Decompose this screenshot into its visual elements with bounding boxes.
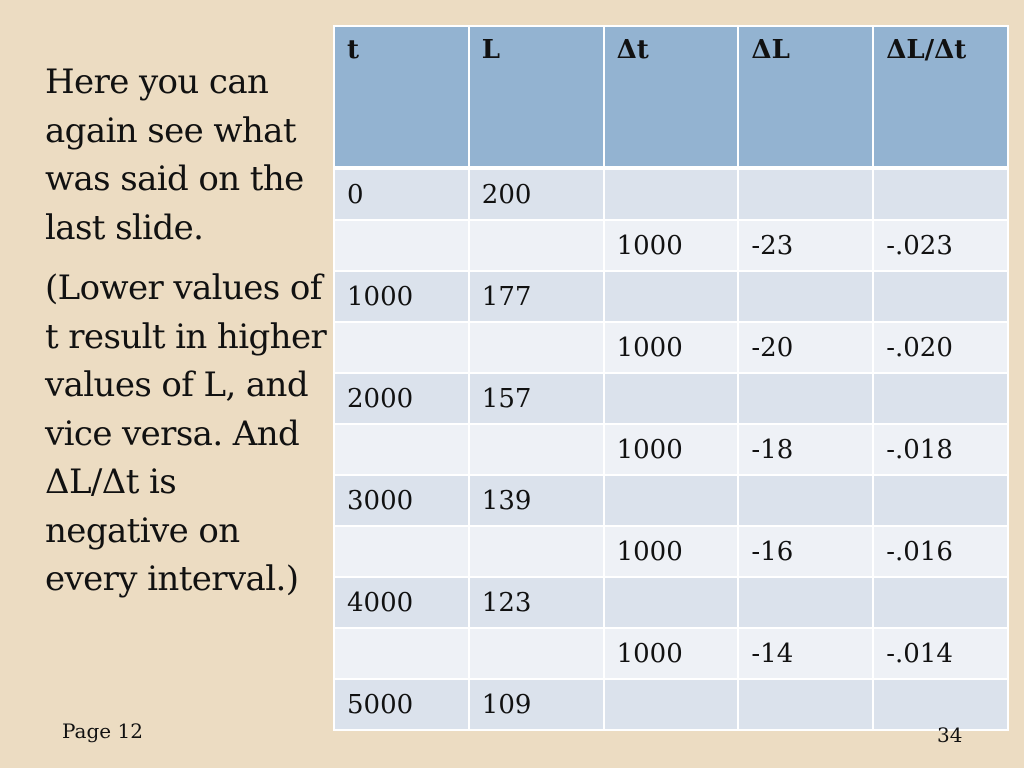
table-cell: 4000 xyxy=(333,576,470,629)
table-row: 1000 177 xyxy=(333,270,1009,323)
table-cell xyxy=(602,576,740,629)
table-row: 5000 109 xyxy=(333,678,1009,731)
table-cell xyxy=(333,219,470,272)
data-table: t L Δt ΔL ΔL/Δt 0 200 1000 -23 -.023 1000 177 1… xyxy=(333,25,1009,731)
table-cell: 157 xyxy=(467,372,605,425)
table-cell xyxy=(602,167,740,221)
table-cell: -23 xyxy=(737,219,875,272)
table-row: 1000 -20 -.020 xyxy=(333,321,1009,374)
table-cell xyxy=(737,167,875,221)
table-header-row: t L Δt ΔL ΔL/Δt xyxy=(333,25,1009,170)
table-cell xyxy=(333,423,470,476)
table-cell xyxy=(602,474,740,527)
table-cell xyxy=(467,627,605,680)
table-row: 3000 139 xyxy=(333,474,1009,527)
page-label: Page 12 xyxy=(62,719,143,743)
table-cell: 1000 xyxy=(602,219,740,272)
table-cell: -.020 xyxy=(872,321,1009,374)
header-cell-delta-l: ΔL xyxy=(737,25,875,170)
body-paragraph-1: Here you can again see what was said on … xyxy=(45,62,304,248)
table-cell xyxy=(467,219,605,272)
table-cell: 200 xyxy=(467,167,605,221)
table-cell xyxy=(602,678,740,731)
table-cell xyxy=(467,525,605,578)
table-cell xyxy=(333,627,470,680)
table-cell xyxy=(872,474,1009,527)
table-row: 4000 123 xyxy=(333,576,1009,629)
table-cell: 1000 xyxy=(333,270,470,323)
table-cell: -16 xyxy=(737,525,875,578)
table-cell xyxy=(333,321,470,374)
table-row: 1000 -14 -.014 xyxy=(333,627,1009,680)
table-row: 1000 -16 -.016 xyxy=(333,525,1009,578)
body-paragraph-2: (Lower values of t result in higher valu… xyxy=(45,268,327,599)
header-cell-l: L xyxy=(467,25,605,170)
table-cell: -.018 xyxy=(872,423,1009,476)
table-cell: 2000 xyxy=(333,372,470,425)
table-cell xyxy=(737,474,875,527)
table-cell: 5000 xyxy=(333,678,470,731)
table-cell: 1000 xyxy=(602,525,740,578)
table-cell xyxy=(737,678,875,731)
table-cell: -.014 xyxy=(872,627,1009,680)
table-cell xyxy=(333,525,470,578)
table-cell: 139 xyxy=(467,474,605,527)
table-cell: -20 xyxy=(737,321,875,374)
table-row: 1000 -23 -.023 xyxy=(333,219,1009,272)
table-cell xyxy=(872,270,1009,323)
table-cell xyxy=(602,270,740,323)
table-body: 0 200 1000 -23 -.023 1000 177 1000 -20 -.020 2000 1… xyxy=(333,167,1009,731)
header-cell-t: t xyxy=(333,25,470,170)
table-cell xyxy=(737,372,875,425)
table-cell xyxy=(872,167,1009,221)
table-cell: 109 xyxy=(467,678,605,731)
table-cell xyxy=(737,576,875,629)
table-cell: 123 xyxy=(467,576,605,629)
table-cell xyxy=(467,321,605,374)
table-cell xyxy=(872,576,1009,629)
table-cell: -18 xyxy=(737,423,875,476)
table-cell: 0 xyxy=(333,167,470,221)
slide-number: 34 xyxy=(937,723,963,747)
table-cell: 1000 xyxy=(602,627,740,680)
table-cell: 3000 xyxy=(333,474,470,527)
table-row: 1000 -18 -.018 xyxy=(333,423,1009,476)
table-cell xyxy=(467,423,605,476)
table-cell: 177 xyxy=(467,270,605,323)
table-cell: -14 xyxy=(737,627,875,680)
table-cell xyxy=(602,372,740,425)
table-cell xyxy=(737,270,875,323)
table-cell xyxy=(872,372,1009,425)
body-text: Here you can again see what was said on … xyxy=(45,58,327,604)
header-cell-delta-t: Δt xyxy=(602,25,740,170)
table-cell: 1000 xyxy=(602,423,740,476)
table-row: 0 200 xyxy=(333,167,1009,221)
table-cell: -.023 xyxy=(872,219,1009,272)
header-cell-rate: ΔL/Δt xyxy=(872,25,1009,170)
table-row: 2000 157 xyxy=(333,372,1009,425)
table-cell: -.016 xyxy=(872,525,1009,578)
table-cell: 1000 xyxy=(602,321,740,374)
table-cell xyxy=(872,678,1009,731)
